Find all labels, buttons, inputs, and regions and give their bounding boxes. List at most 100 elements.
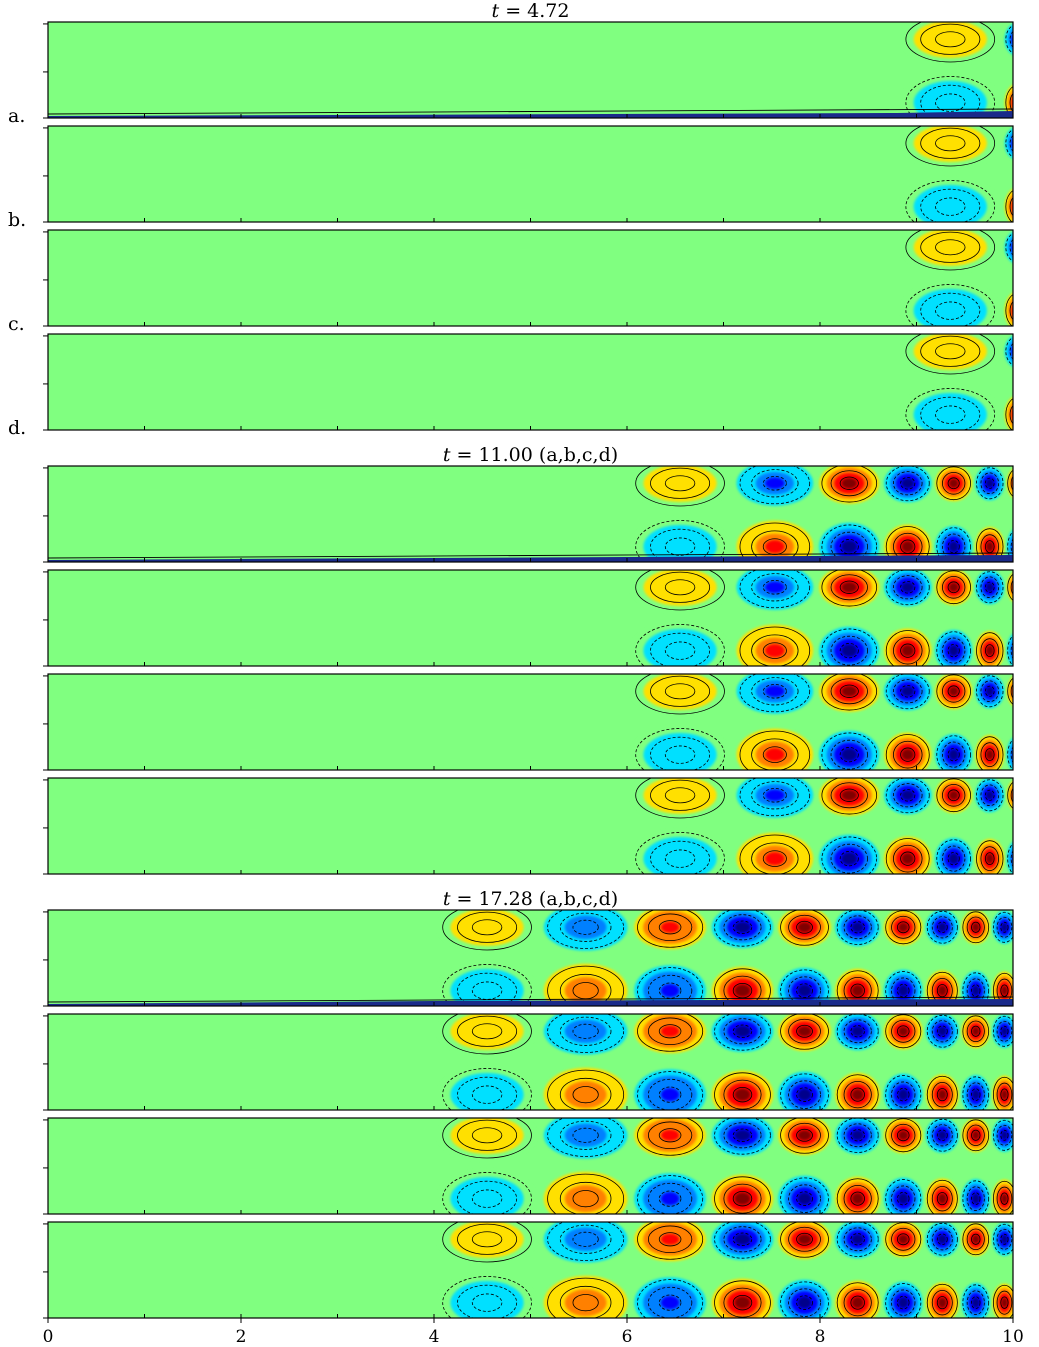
contour-line	[936, 527, 971, 562]
contour-line	[637, 1014, 704, 1052]
contour-line	[942, 741, 966, 768]
contour-line	[920, 396, 981, 430]
field-lobe	[1026, 1235, 1031, 1243]
contour-line	[821, 836, 878, 874]
field-lobe	[938, 1193, 947, 1204]
field-lobe	[949, 853, 959, 864]
contour-line	[905, 22, 996, 63]
contour-line	[723, 1287, 762, 1318]
contour-line	[1020, 974, 1039, 1008]
contour-line	[893, 740, 923, 769]
contour-line	[885, 778, 930, 814]
contour-line	[893, 636, 923, 665]
field-lobe	[765, 852, 785, 866]
contour-line	[647, 1017, 693, 1046]
contour-line	[471, 1231, 503, 1248]
contour-line	[714, 1222, 771, 1259]
contour-line	[850, 1191, 865, 1206]
contour-line	[984, 581, 995, 593]
field-lobe	[734, 984, 751, 997]
contour-line	[732, 920, 753, 934]
contour-line	[1035, 536, 1039, 558]
contour-line	[996, 1228, 1013, 1250]
contour-line	[935, 405, 966, 424]
field-lobe	[1009, 785, 1013, 806]
contour-line	[885, 1118, 922, 1153]
contour-line	[971, 1296, 981, 1309]
contour-line	[739, 522, 811, 562]
contour-line	[896, 1191, 910, 1206]
contour-line	[572, 1023, 599, 1039]
contour-line	[836, 1282, 879, 1318]
field-lobe	[972, 1235, 980, 1244]
field-lobe	[667, 747, 693, 762]
contour-panel	[43, 465, 1039, 563]
contour-line	[942, 845, 966, 872]
field-lobe	[841, 852, 857, 865]
contour-line	[947, 789, 960, 802]
contour-line	[976, 736, 1004, 770]
contour-line	[1026, 1297, 1032, 1308]
field-lobe	[949, 749, 959, 760]
contour-line	[830, 739, 868, 770]
field-lobe	[1034, 783, 1039, 807]
contour-line	[1005, 86, 1013, 118]
contour-line	[920, 231, 981, 263]
field-lobe	[1019, 1076, 1039, 1113]
field-lobe	[661, 1088, 680, 1101]
contour-line	[650, 736, 711, 770]
contour-line	[885, 1075, 922, 1110]
contour-line	[926, 910, 958, 944]
contour-line	[905, 126, 996, 167]
contour-line	[885, 838, 930, 874]
contour-line	[788, 1184, 821, 1213]
contour-line	[559, 1181, 612, 1214]
contour-line	[836, 1118, 879, 1153]
contour-line	[1015, 686, 1022, 696]
field-lobe	[901, 582, 914, 593]
contour-line	[936, 984, 948, 998]
field-lobe	[797, 1192, 812, 1205]
contour-line	[658, 982, 682, 999]
contour-line	[572, 1190, 599, 1208]
title-equals: =	[450, 888, 478, 910]
contour-line	[1000, 921, 1009, 933]
contour-line	[1032, 634, 1039, 667]
field-lobe	[938, 922, 947, 932]
field-lobe	[1021, 1123, 1037, 1147]
contour-line	[839, 580, 859, 594]
contour-line	[1000, 1192, 1009, 1205]
contour-line	[992, 1076, 1013, 1110]
contour-line	[788, 1018, 821, 1044]
contour-line	[839, 643, 859, 659]
contour-line	[739, 730, 811, 770]
field-lobe	[1008, 194, 1013, 220]
field-background	[48, 230, 1013, 326]
contour-line	[926, 1075, 958, 1110]
field-lobe	[938, 199, 963, 214]
contour-line	[885, 910, 922, 945]
contour-panel	[43, 1221, 1036, 1319]
contour-line	[926, 1283, 958, 1318]
field-lobe	[474, 983, 500, 998]
contour-line	[471, 1085, 503, 1104]
contour-line	[1023, 979, 1036, 1002]
group-title: t = 11.00 (a,b,c,d)	[443, 444, 618, 466]
contour-line	[1023, 1291, 1036, 1314]
contour-panel: b.	[8, 125, 1014, 231]
contour-line	[1032, 677, 1039, 706]
contour-line	[931, 1124, 953, 1147]
contour-line	[1009, 197, 1013, 217]
field-lobe	[1011, 242, 1013, 253]
field-lobe	[841, 582, 857, 593]
contour-line	[762, 642, 787, 659]
field-lobe	[898, 985, 909, 996]
contour-line	[976, 528, 1004, 562]
contour-line	[1032, 530, 1039, 563]
field-lobe	[1001, 1027, 1008, 1036]
contour-line	[780, 969, 829, 1006]
contour-line	[635, 832, 725, 874]
contour-line	[896, 1025, 910, 1038]
contour-line	[714, 1118, 771, 1155]
contour-line	[947, 539, 960, 554]
